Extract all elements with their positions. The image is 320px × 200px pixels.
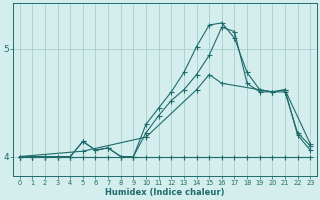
X-axis label: Humidex (Indice chaleur): Humidex (Indice chaleur) [105, 188, 225, 197]
